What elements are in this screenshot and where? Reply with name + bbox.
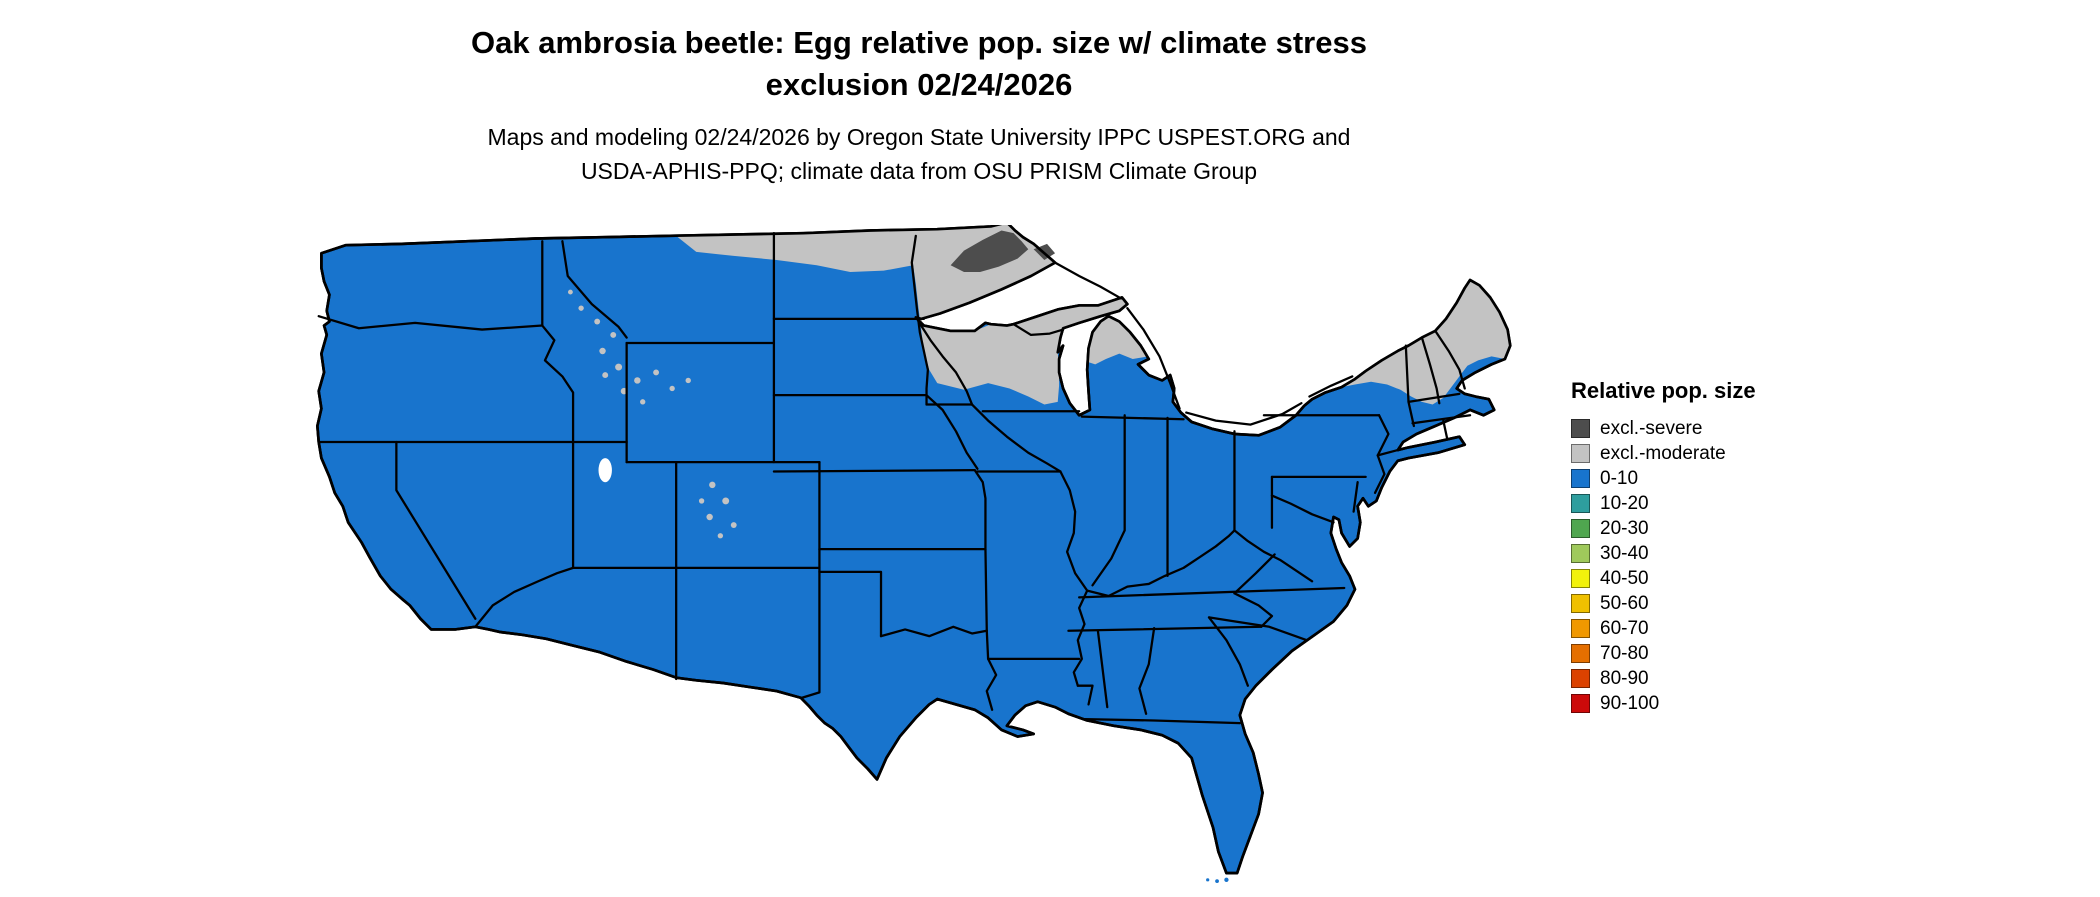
legend-item-90-100: 90-100: [1571, 691, 1756, 716]
legend-swatch-50-60: [1571, 594, 1590, 613]
us-map: [308, 221, 1529, 892]
legend-label: 90-100: [1600, 692, 1660, 714]
legend-item-excl-severe: excl.-severe: [1571, 416, 1756, 441]
legend-swatch-70-80: [1571, 644, 1590, 663]
us-outline: [316, 221, 1512, 875]
legend-item-50-60: 50-60: [1571, 591, 1756, 616]
legend-swatch-40-50: [1571, 569, 1590, 588]
title-line-1: Oak ambrosia beetle: Egg relative pop. s…: [471, 25, 1367, 60]
legend-item-0-10: 0-10: [1571, 466, 1756, 491]
exclusion-moderate-region-michigan: [1087, 316, 1149, 365]
florida-keys: [1206, 877, 1229, 884]
legend-label: 50-60: [1600, 592, 1649, 614]
page-title: Oak ambrosia beetle: Egg relative pop. s…: [0, 22, 1838, 106]
legend-label: 40-50: [1600, 567, 1649, 589]
legend-swatch-30-40: [1571, 544, 1590, 563]
legend-item-excl-moderate: excl.-moderate: [1571, 441, 1756, 466]
legend-swatch-20-30: [1571, 519, 1590, 538]
legend-item-20-30: 20-30: [1571, 516, 1756, 541]
exclusion-moderate-region-north: [676, 222, 1128, 405]
legend-label: 60-70: [1600, 617, 1649, 639]
legend-title: Relative pop. size: [1571, 378, 1756, 403]
legend-label: 0-10: [1600, 467, 1639, 489]
state-borders: [317, 232, 1472, 725]
legend-swatch-excl-moderate: [1571, 444, 1590, 463]
exclusion-moderate-region-northeast: [1341, 280, 1511, 405]
map-legend: Relative pop. size excl.-severe excl.-mo…: [1571, 378, 1756, 716]
legend-item-80-90: 80-90: [1571, 666, 1756, 691]
legend-item-10-20: 10-20: [1571, 491, 1756, 516]
legend-swatch-excl-severe: [1571, 419, 1590, 438]
legend-label: 80-90: [1600, 667, 1649, 689]
legend-item-70-80: 70-80: [1571, 641, 1756, 666]
legend-item-40-50: 40-50: [1571, 566, 1756, 591]
legend-item-60-70: 60-70: [1571, 616, 1756, 641]
legend-item-30-40: 30-40: [1571, 541, 1756, 566]
subtitle-line-2: USDA-APHIS-PPQ; climate data from OSU PR…: [580, 158, 1258, 184]
legend-label: 70-80: [1600, 642, 1649, 664]
legend-swatch-80-90: [1571, 669, 1590, 688]
legend-label: excl.-severe: [1600, 417, 1703, 439]
legend-label: 10-20: [1600, 492, 1649, 514]
legend-swatch-90-100: [1571, 694, 1590, 713]
us-map-svg: [316, 221, 1512, 884]
great-salt-lake: [598, 458, 612, 483]
legend-label: 30-40: [1600, 542, 1649, 564]
page-subtitle: Maps and modeling 02/24/2026 by Oregon S…: [0, 120, 1838, 188]
legend-swatch-10-20: [1571, 494, 1590, 513]
legend-swatch-60-70: [1571, 619, 1590, 638]
title-line-2: exclusion 02/24/2026: [765, 67, 1073, 102]
subtitle-line-1: Maps and modeling 02/24/2026 by Oregon S…: [487, 124, 1351, 150]
legend-label: excl.-moderate: [1600, 442, 1726, 464]
exclusion-moderate-speckles-rockies: [567, 289, 737, 539]
legend-swatch-0-10: [1571, 469, 1590, 488]
legend-label: 20-30: [1600, 517, 1649, 539]
